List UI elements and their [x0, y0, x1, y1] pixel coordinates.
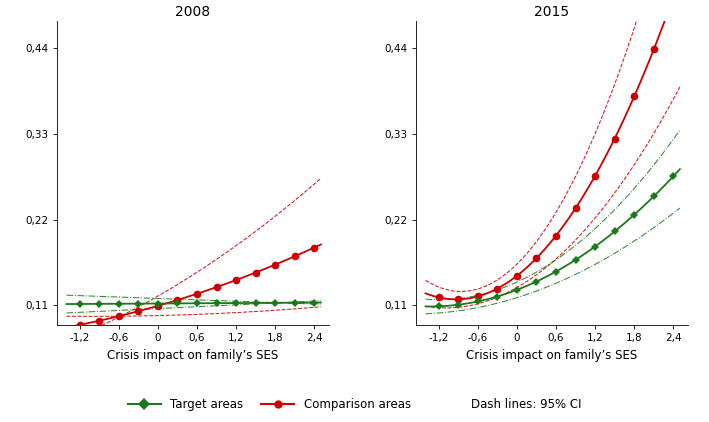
Legend: Target areas, Comparison areas, Dash lines: 95% CI: Target areas, Comparison areas, Dash lin…	[123, 394, 586, 416]
Title: 2008: 2008	[175, 5, 211, 19]
X-axis label: Crisis impact on family’s SES: Crisis impact on family’s SES	[466, 349, 637, 362]
X-axis label: Crisis impact on family’s SES: Crisis impact on family’s SES	[107, 349, 279, 362]
Title: 2015: 2015	[534, 5, 569, 19]
